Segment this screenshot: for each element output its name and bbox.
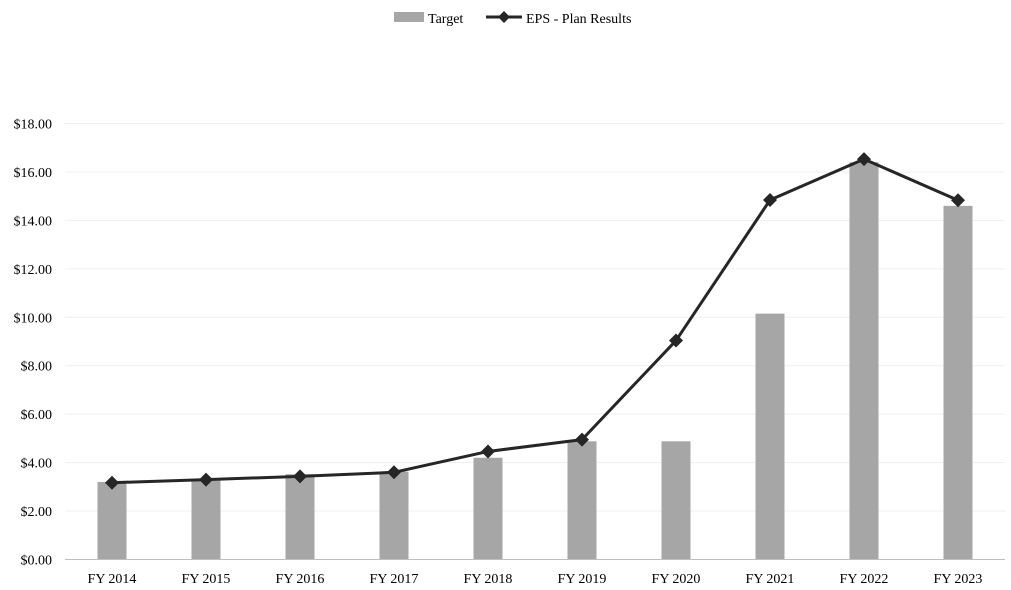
legend-label-eps: EPS - Plan Results [526, 12, 631, 27]
target-bar-fy-2021 [755, 313, 785, 560]
y-tick-label: $12.00 [14, 263, 53, 278]
target-bar-fy-2017 [379, 471, 409, 560]
eps-marker-fy-2020 [669, 333, 683, 348]
x-tick-label: FY 2019 [558, 572, 607, 585]
y-tick-label: $4.00 [21, 457, 53, 472]
target-bar-fy-2016 [285, 474, 315, 560]
y-tick-label: $18.00 [14, 118, 53, 133]
x-tick-label: FY 2016 [276, 572, 325, 585]
y-tick-label: $10.00 [14, 311, 53, 326]
eps-marker-fy-2014 [105, 475, 119, 490]
target-bar-fy-2018 [473, 457, 503, 560]
y-tick-label: $6.00 [21, 408, 53, 423]
target-bar-fy-2014 [97, 481, 127, 560]
target-bar-fy-2020 [661, 441, 691, 560]
x-tick-label: FY 2022 [840, 572, 889, 585]
eps-line-series [105, 152, 965, 490]
y-tick-label: $8.00 [21, 360, 53, 375]
eps-marker-fy-2015 [199, 472, 213, 487]
legend-label-target: Target [428, 12, 463, 27]
legend: Target EPS - Plan Results [394, 11, 631, 27]
eps-marker-fy-2016 [293, 469, 307, 484]
eps-marker-fy-2017 [387, 465, 401, 480]
target-bar-fy-2019 [567, 441, 597, 560]
eps-marker-fy-2023 [951, 193, 965, 208]
eps-line [111, 157, 959, 485]
y-tick-label: $2.00 [21, 505, 53, 520]
y-tick-label: $16.00 [14, 166, 53, 181]
y-axis: $0.00 $2.00 $4.00 $6.00 $8.00 $10.00 $12.00 $14… [14, 118, 53, 569]
x-axis: FY 2014 FY 2015 FY 2016 FY 2017 FY 2018 FY 20… [65, 559, 1005, 587]
target-bar-fy-2022 [849, 162, 879, 560]
y-tick-label: $14.00 [14, 214, 53, 229]
eps-marker-fy-2021 [763, 193, 777, 208]
x-tick-label: FY 2018 [464, 572, 513, 585]
legend-marker-eps [498, 11, 510, 23]
eps-marker-fy-2019 [575, 432, 589, 447]
legend-swatch-target [394, 12, 424, 22]
x-tick-label: FY 2014 [88, 572, 137, 585]
x-tick-label: FY 2021 [746, 572, 795, 585]
x-tick-label: FY 2015 [182, 572, 231, 585]
x-tick-label: FY 2017 [370, 572, 419, 585]
x-tick-label: FY 2023 [934, 572, 983, 585]
x-tick-label: FY 2020 [652, 572, 701, 585]
gridlines [65, 123, 1005, 512]
target-bar-fy-2015 [191, 479, 221, 560]
target-bar-fy-2023 [943, 205, 973, 560]
y-tick-label: $0.00 [21, 554, 53, 569]
target-bars [97, 162, 973, 560]
eps-marker-fy-2018 [481, 444, 495, 459]
eps-marker-fy-2022 [857, 152, 871, 167]
